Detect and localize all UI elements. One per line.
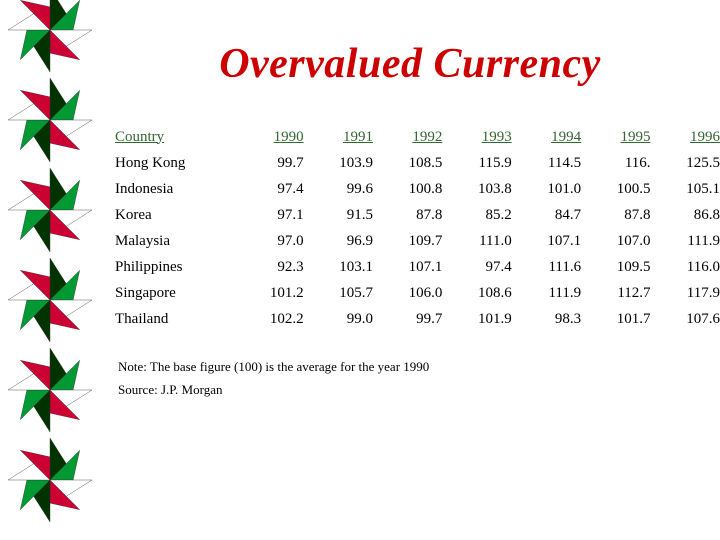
- header-year-1991: 1991: [342, 128, 373, 145]
- value-cell: 101.7: [616, 310, 651, 327]
- table-body: Hong Kong 99.7 103.9 108.5 115.9 114.5 116. 125…: [115, 150, 720, 332]
- value-cell: 97.0: [277, 232, 304, 249]
- value-cell: 116.0: [686, 258, 720, 275]
- country-cell: Thailand: [115, 310, 169, 327]
- value-cell: 100.8: [408, 180, 443, 197]
- table-row: Thailand 102.2 99.0 99.7 101.9 98.3 101.7 107.6: [115, 306, 720, 332]
- value-cell: 108.6: [477, 284, 512, 301]
- country-cell: Philippines: [115, 258, 183, 275]
- country-cell: Hong Kong: [115, 154, 186, 171]
- value-cell: 103.9: [339, 154, 373, 171]
- pinwheel-unit: [7, 0, 93, 73]
- pinwheel-blade: [19, 0, 51, 31]
- value-cell: 101.0: [547, 180, 582, 197]
- header-country: Country: [115, 128, 165, 145]
- value-cell: 109.5: [616, 258, 651, 275]
- header-year-1994: 1994: [551, 128, 582, 145]
- currency-table: Country 1990 1991 1992 1993 1994 1995 1996 Hong…: [115, 124, 720, 332]
- pinwheel-blade: [19, 89, 51, 121]
- value-cell: 97.4: [485, 258, 512, 275]
- value-cell: 96.9: [346, 232, 373, 249]
- value-cell: 111.9: [687, 232, 720, 249]
- value-cell: 116.: [624, 154, 651, 171]
- value-cell: 107.0: [616, 232, 651, 249]
- pinwheel-unit: [7, 347, 93, 433]
- header-year-1995: 1995: [620, 128, 651, 145]
- value-cell: 91.5: [346, 206, 373, 223]
- value-cell: 111.9: [548, 284, 582, 301]
- value-cell: 87.8: [624, 206, 651, 223]
- pinwheel-blade: [19, 359, 51, 391]
- table-row: Philippines 92.3 103.1 107.1 97.4 111.6 109.5 1…: [115, 254, 720, 280]
- table-row: Singapore 101.2 105.7 106.0 108.6 111.9 112.7 1…: [115, 280, 720, 306]
- value-cell: 108.5: [408, 154, 443, 171]
- country-cell: Malaysia: [115, 232, 170, 249]
- value-cell: 85.2: [485, 206, 512, 223]
- value-cell: 125.5: [686, 154, 720, 171]
- value-cell: 86.8: [693, 206, 720, 223]
- value-cell: 99.0: [346, 310, 373, 327]
- value-cell: 84.7: [554, 206, 582, 223]
- value-cell: 107.1: [408, 258, 443, 275]
- value-cell: 99.7: [416, 310, 443, 327]
- table-row: Indonesia 97.4 99.6 100.8 103.8 101.0 100.5 105…: [115, 176, 720, 202]
- value-cell: 105.7: [339, 284, 373, 301]
- header-year-1996: 1996: [690, 128, 720, 145]
- value-cell: 98.3: [554, 310, 582, 327]
- value-cell: 103.8: [477, 180, 512, 197]
- value-cell: 107.6: [686, 310, 720, 327]
- pinwheel-unit: [7, 77, 93, 163]
- pinwheel-unit: [7, 257, 93, 343]
- pinwheel-unit: [7, 167, 93, 253]
- pinwheel-unit: [7, 437, 93, 523]
- source-note: Source: J.P. Morgan: [118, 382, 223, 397]
- value-cell: 111.0: [479, 232, 512, 249]
- value-cell: 114.5: [547, 154, 582, 171]
- header-year-1993: 1993: [481, 128, 512, 145]
- value-cell: 97.4: [277, 180, 304, 197]
- header-year-1992: 1992: [412, 128, 443, 145]
- value-cell: 117.9: [686, 284, 720, 301]
- table-row: Malaysia 97.0 96.9 109.7 111.0 107.1 107.0 111.…: [115, 228, 720, 254]
- value-cell: 87.8: [416, 206, 443, 223]
- value-cell: 100.5: [616, 180, 651, 197]
- value-cell: 102.2: [269, 310, 304, 327]
- value-cell: 99.6: [346, 180, 373, 197]
- base-note: Note: The base figure (100) is the avera…: [118, 359, 430, 374]
- value-cell: 109.7: [408, 232, 443, 249]
- country-cell: Korea: [115, 206, 152, 223]
- value-cell: 105.1: [686, 180, 720, 197]
- value-cell: 97.1: [277, 206, 304, 223]
- value-cell: 103.1: [339, 258, 373, 275]
- pinwheel-blade: [19, 179, 51, 211]
- value-cell: 92.3: [277, 258, 304, 275]
- header-year-1990: 1990: [273, 128, 304, 145]
- pinwheel-blade: [19, 269, 51, 301]
- value-cell: 101.2: [269, 284, 304, 301]
- table-header-row: Country 1990 1991 1992 1993 1994 1995 1996: [115, 124, 720, 150]
- pinwheel-blade: [19, 449, 51, 481]
- table-row: Korea 97.1 91.5 87.8 85.2 84.7 87.8 86.8: [115, 202, 720, 228]
- value-cell: 112.7: [617, 284, 651, 301]
- table-row: Hong Kong 99.7 103.9 108.5 115.9 114.5 116. 125…: [115, 150, 720, 176]
- country-cell: Indonesia: [115, 180, 174, 197]
- notes-block: Note: The base figure (100) is the avera…: [118, 355, 429, 401]
- value-cell: 115.9: [478, 154, 512, 171]
- country-cell: Singapore: [115, 284, 176, 301]
- value-cell: 111.6: [548, 258, 582, 275]
- value-cell: 99.7: [277, 154, 304, 171]
- slide-title: Overvalued Currency: [219, 41, 601, 87]
- pinwheel-border-decoration: [7, 0, 93, 523]
- value-cell: 107.1: [547, 232, 582, 249]
- value-cell: 101.9: [477, 310, 512, 327]
- value-cell: 106.0: [408, 284, 443, 301]
